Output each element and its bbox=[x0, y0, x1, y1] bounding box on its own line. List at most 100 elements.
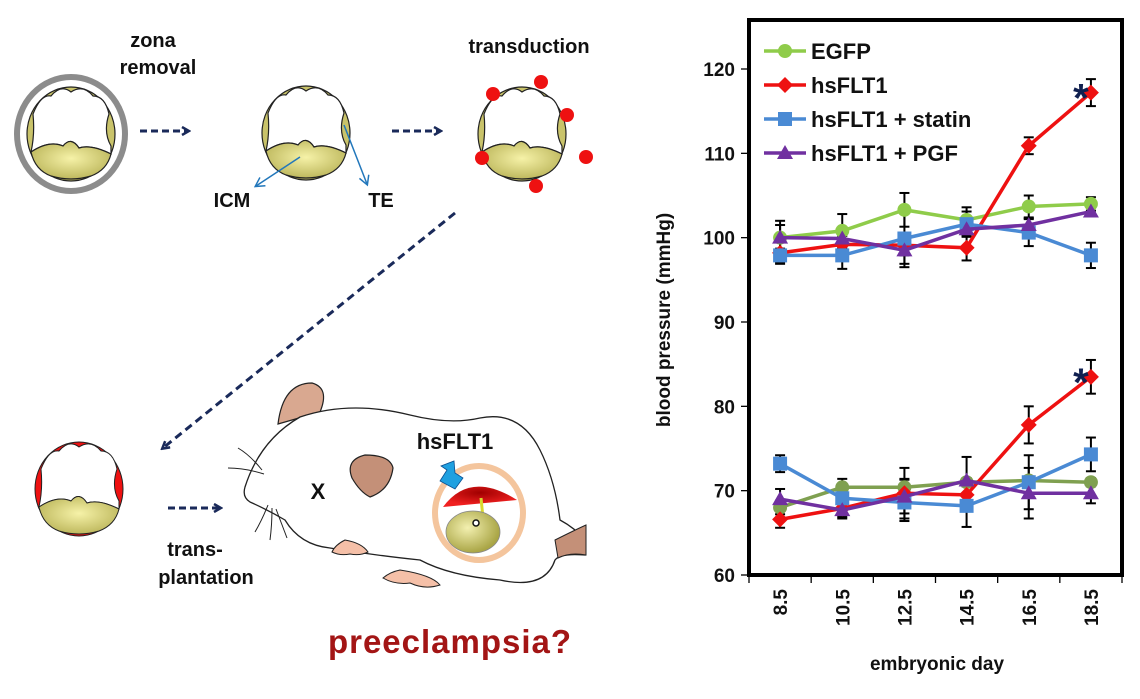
te-pointer bbox=[343, 124, 370, 187]
significance-asterisk: * bbox=[1073, 77, 1089, 121]
data-point bbox=[835, 480, 850, 495]
label-trans-line2: plantation bbox=[158, 567, 254, 589]
series-layer: ** bbox=[772, 77, 1099, 529]
y-tick-label: 80 bbox=[714, 397, 735, 418]
data-point bbox=[1020, 416, 1037, 433]
y-axis-label: blood pressure (mmHg) bbox=[654, 213, 675, 427]
virus-particle bbox=[560, 108, 574, 122]
data-point bbox=[773, 248, 788, 263]
series-line bbox=[780, 222, 1092, 258]
legend-label: EGFP bbox=[811, 39, 871, 64]
series-line bbox=[780, 209, 1092, 253]
label-preeclampsia: preeclampsia? bbox=[328, 623, 572, 660]
x-tick-label: 8.5 bbox=[771, 589, 792, 616]
dashed-arrow-diagonal bbox=[163, 211, 456, 448]
data-point bbox=[1082, 203, 1099, 218]
blastocyst-with-zona bbox=[14, 74, 128, 194]
series-hsflt1-pgf bbox=[772, 203, 1099, 257]
data-point bbox=[772, 511, 789, 528]
label-te: TE bbox=[368, 190, 394, 212]
virus-particle bbox=[529, 179, 543, 193]
mouse-whiskers bbox=[227, 447, 288, 541]
legend-item: hsFLT1 + PGF bbox=[764, 141, 958, 166]
x-tick-label: 14.5 bbox=[958, 589, 979, 626]
y-tick-label: 60 bbox=[714, 566, 735, 587]
y-tick-label: 110 bbox=[704, 144, 735, 165]
label-transduction: transduction bbox=[468, 36, 589, 58]
y-tick-label: 90 bbox=[714, 313, 735, 334]
legend-label: hsFLT1 bbox=[811, 73, 888, 98]
data-point bbox=[1020, 137, 1037, 154]
icm-pointer bbox=[253, 156, 301, 188]
data-point bbox=[959, 498, 974, 513]
data-point bbox=[958, 239, 975, 256]
y-tick-label: 70 bbox=[714, 482, 735, 503]
significance-asterisk: * bbox=[1073, 361, 1089, 405]
virus-particle bbox=[534, 75, 548, 89]
x-tick-label: 18.5 bbox=[1082, 589, 1103, 626]
series-line bbox=[779, 375, 1092, 522]
label-hsflt1-secreted: hsFLT1 bbox=[417, 429, 494, 454]
data-point bbox=[773, 456, 788, 471]
blastocyst-red-te bbox=[34, 441, 124, 537]
data-point bbox=[834, 230, 851, 245]
x-tick-label: 16.5 bbox=[1020, 589, 1041, 626]
data-point bbox=[1020, 217, 1037, 232]
series-hsflt1-pgf bbox=[772, 472, 1099, 517]
blastocyst-transduced bbox=[475, 75, 593, 193]
legend-swatch-marker bbox=[777, 145, 793, 159]
data-point bbox=[835, 248, 850, 263]
data-point bbox=[897, 202, 912, 217]
data-point bbox=[897, 231, 912, 246]
y-tick-label: 100 bbox=[703, 229, 735, 250]
data-point bbox=[896, 488, 913, 503]
legend: EGFP hsFLT1 hsFLT1 + statin hsFLT1 + PGF bbox=[764, 39, 971, 166]
lower-group: * bbox=[772, 358, 1099, 529]
series-line bbox=[779, 452, 1092, 508]
data-point bbox=[1020, 485, 1037, 500]
fetus-eye bbox=[472, 519, 480, 527]
mouse-body bbox=[243, 407, 586, 584]
virus-particle bbox=[486, 87, 500, 101]
data-point bbox=[772, 491, 789, 506]
mouse-tail bbox=[554, 524, 587, 559]
data-point bbox=[1082, 485, 1099, 500]
data-point bbox=[1083, 475, 1098, 490]
data-point bbox=[896, 242, 913, 257]
data-point bbox=[835, 491, 850, 506]
data-point bbox=[1021, 199, 1036, 214]
virus-particle bbox=[579, 150, 593, 164]
x-axis-label: embryonic day bbox=[870, 654, 1005, 675]
legend-item: EGFP bbox=[764, 39, 871, 64]
data-point bbox=[1021, 475, 1036, 490]
legend-swatch-marker bbox=[778, 44, 792, 58]
mouse-eye-x: X bbox=[311, 479, 326, 504]
legend-item: hsFLT1 + statin bbox=[764, 107, 971, 132]
x-tick-label: 10.5 bbox=[833, 589, 854, 626]
legend-item: hsFLT1 bbox=[764, 73, 888, 98]
mouse-ear-front bbox=[349, 454, 394, 498]
x-tick-label: 12.5 bbox=[895, 589, 916, 626]
data-point bbox=[1083, 248, 1098, 263]
virus-particle bbox=[475, 151, 489, 165]
blastocyst-zona-free bbox=[261, 85, 351, 181]
blood-pressure-chart: 60 70 80 90 100 110 120 8.5 10.5 12.5 14.5 16.5 18.5… bbox=[654, 18, 1124, 675]
mouse-hind-paw bbox=[382, 569, 441, 588]
fetus bbox=[445, 510, 501, 554]
label-zona-line1: zona bbox=[130, 30, 176, 52]
series-line bbox=[779, 478, 1091, 512]
legend-label: hsFLT1 + PGF bbox=[811, 141, 958, 166]
label-icm: ICM bbox=[214, 190, 251, 212]
legend-swatch-marker bbox=[778, 112, 792, 126]
data-point bbox=[1082, 368, 1099, 385]
data-point bbox=[958, 472, 975, 487]
data-point bbox=[1082, 84, 1099, 101]
data-point bbox=[958, 221, 975, 236]
series-line bbox=[779, 91, 1093, 255]
mouse-front-paw bbox=[331, 539, 369, 556]
upper-group: * bbox=[772, 77, 1099, 270]
legend-swatch-marker bbox=[777, 77, 793, 93]
legend-label: hsFLT1 + statin bbox=[811, 107, 971, 132]
label-zona-line2: removal bbox=[120, 57, 197, 79]
series-line bbox=[779, 202, 1091, 240]
